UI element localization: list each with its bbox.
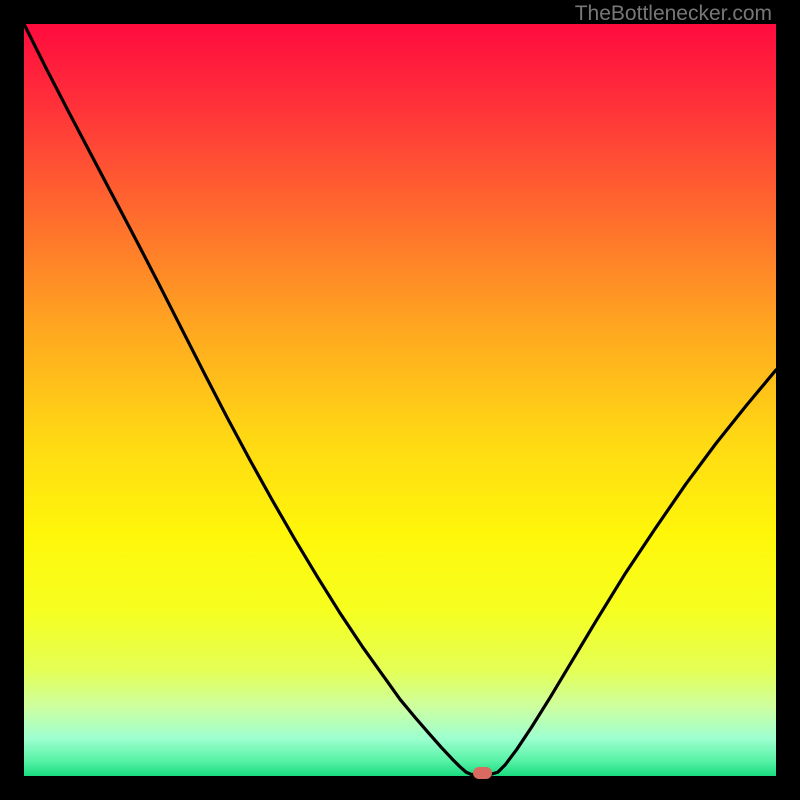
bottleneck-chart: TheBottlenecker.com xyxy=(0,0,800,800)
watermark-text: TheBottlenecker.com xyxy=(575,2,772,26)
optimal-point-marker xyxy=(473,767,493,778)
bottleneck-curve xyxy=(0,0,800,800)
